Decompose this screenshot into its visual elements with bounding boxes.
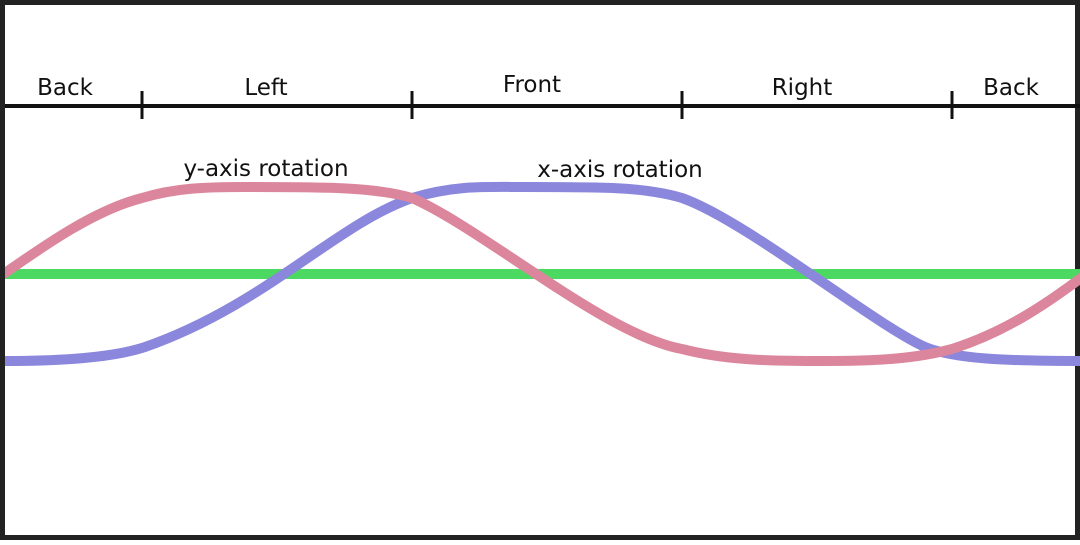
x-rotation-curve (5, 181, 1080, 366)
region-label-back-right: Back (983, 75, 1040, 101)
region-label-back-left: Back (37, 75, 94, 101)
region-labels: Back Left Front Right Back (37, 72, 1040, 101)
region-label-left: Left (244, 75, 287, 101)
y-rotation-curve (5, 181, 1080, 367)
region-axis (5, 91, 1080, 119)
y-rotation-label: y-axis rotation (183, 156, 348, 182)
x-rotation-label: x-axis rotation (537, 157, 703, 183)
region-label-right: Right (772, 75, 833, 101)
rotation-diagram: Back Left Front Right Back y-axis rotati… (5, 72, 1080, 367)
region-label-front: Front (503, 72, 561, 98)
